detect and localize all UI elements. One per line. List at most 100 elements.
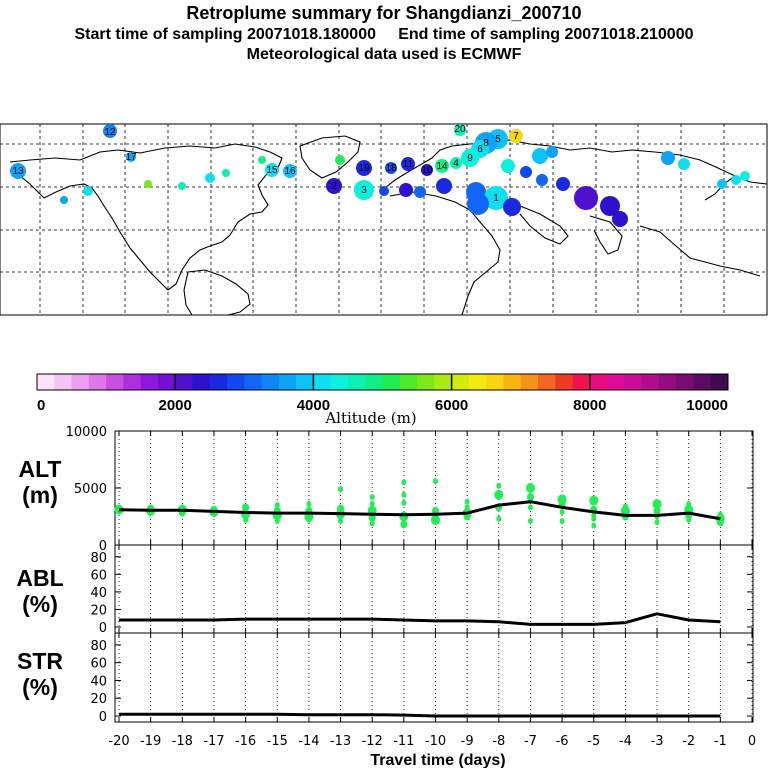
plume-marker [435, 159, 449, 173]
plume-marker [731, 175, 741, 185]
y-tick-label: 20 [90, 692, 107, 707]
colorbar-cell [347, 374, 366, 390]
plume-marker [265, 163, 279, 177]
colorbar-cell [676, 374, 694, 390]
panel-alt: 10000 5000 0 [66, 425, 754, 554]
x-tick-label: -16 [235, 734, 256, 749]
colorbar-cell [417, 374, 435, 390]
coast-greenland [299, 135, 361, 179]
plume-marker [326, 178, 342, 194]
altitude-point [464, 498, 470, 505]
colorbar-cell [365, 374, 383, 390]
altitude-point [525, 483, 535, 493]
sampling-time-line: Start time of sampling 20071018.180000 E… [0, 26, 768, 44]
plume-marker [401, 157, 415, 171]
colorbar-cell [106, 374, 124, 390]
plume-marker [454, 124, 466, 136]
colorbar-label: Altitude (m) [324, 409, 416, 427]
altitude-point [620, 505, 630, 516]
y-tick-label: 0 [99, 710, 107, 725]
y-tick-label: 80 [90, 551, 107, 566]
colorbar-cell [278, 374, 297, 390]
chart-title: Retroplume summary for Shangdianzi_20071… [186, 3, 582, 23]
altitude-point [526, 493, 534, 502]
altitude-point [243, 516, 249, 523]
x-tick-label: -18 [172, 734, 193, 749]
plume-marker [467, 193, 489, 215]
colorbar-cell [227, 374, 245, 390]
plume-marker [103, 124, 117, 138]
plume-marker [10, 163, 26, 179]
plume-marker [450, 157, 462, 169]
alt-panel-label: ALT (m) [18, 456, 62, 508]
colorbar-cell [572, 374, 591, 390]
colorbar-cell [658, 374, 677, 390]
altitude-point [494, 489, 504, 500]
colorbar-tick-label: 6000 [435, 397, 468, 414]
altitude-point [337, 504, 345, 513]
plume-marker [126, 152, 136, 162]
map-frame [0, 123, 768, 316]
colorbar-tick-label: 8000 [573, 397, 606, 414]
y-tick-label: 40 [90, 674, 107, 689]
x-tick-label: -8 [492, 734, 505, 749]
altitude-point [527, 504, 533, 511]
colorbar-cell [624, 374, 643, 390]
plume-marker [600, 196, 620, 216]
series-line [119, 612, 721, 626]
x-tick-label: -15 [267, 734, 288, 749]
colorbar-cell [607, 374, 625, 390]
colorbar-cell [468, 374, 487, 390]
plume-label: 19 [358, 163, 370, 174]
altitude-point [242, 503, 250, 512]
plume-marker [144, 180, 152, 188]
plume-marker [556, 177, 570, 191]
x-tick-label: -4 [619, 734, 632, 749]
y-tick-label: 40 [90, 586, 107, 601]
x-tick-label: 0 [748, 734, 756, 749]
altitude-point [274, 518, 280, 525]
x-tick-label: -3 [651, 734, 664, 749]
x-tick-label: -2 [682, 734, 695, 749]
y-tick-label: 80 [90, 639, 107, 654]
plume-marker [436, 178, 452, 194]
plume-marker [178, 182, 186, 190]
altitude-point [274, 502, 280, 509]
colorbar-cell [261, 374, 280, 390]
altitude-point [369, 500, 375, 507]
panel-abl: 80 60 40 20 0 [90, 544, 754, 636]
plume-label: 7 [513, 131, 519, 142]
x-tick-label: -5 [587, 734, 600, 749]
altitude-point [653, 506, 661, 515]
y-tick-label: 0 [99, 539, 107, 554]
plume-marker [503, 198, 521, 216]
colorbar-cell [37, 374, 55, 390]
colorbar-cell [589, 374, 608, 390]
x-tick-label: -7 [524, 734, 537, 749]
colorbar-cell [175, 374, 193, 390]
plume-label: 4 [453, 158, 459, 169]
altitude-point [654, 519, 660, 526]
colorbar-cell [710, 374, 729, 390]
colorbar-cell [537, 374, 556, 390]
plume-label: 13 [12, 166, 24, 177]
x-tick-label: -20 [108, 734, 129, 749]
plume-label: 12 [104, 127, 116, 138]
plume-marker [532, 148, 548, 164]
x-tick-label: -1 [714, 734, 727, 749]
plume-marker [421, 164, 433, 176]
plume-marker [356, 160, 372, 176]
colorbar-cell [330, 374, 349, 390]
colorbar-cell [486, 374, 504, 390]
plume-label: 15 [266, 165, 278, 176]
colorbar-cell [140, 374, 159, 390]
plume-label: 5 [495, 134, 501, 145]
plume-marker [335, 155, 345, 165]
plume-marker [354, 180, 374, 200]
altitude-point [399, 511, 409, 522]
colorbar-cell [641, 374, 660, 390]
x-axis-ticks: -20 -19 -18 -17 -16 -15 -14 -13 -12 -11 -10 -9 -8 -7-… [108, 734, 756, 749]
plume-marker [461, 149, 479, 167]
